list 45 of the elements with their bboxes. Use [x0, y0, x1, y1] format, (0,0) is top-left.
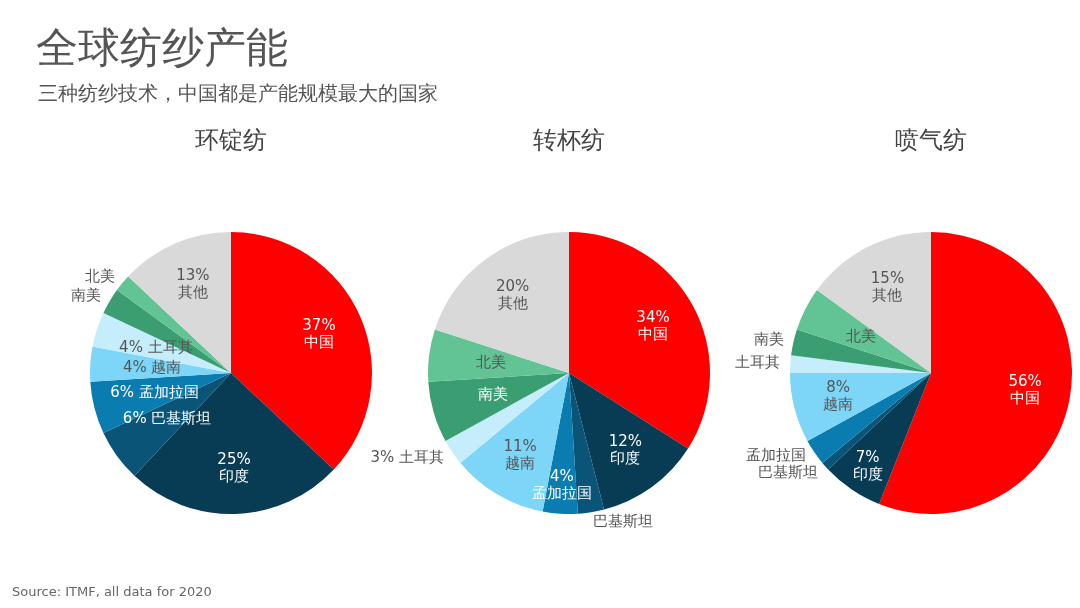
data-label: 20% [495, 276, 530, 295]
data-label: 12% [608, 431, 643, 450]
slice-label: 北美 [475, 352, 506, 371]
chart-title: 环锭纺 [195, 126, 267, 155]
slice-label: 南美 [753, 329, 784, 348]
chart-title: 转杯纺 [533, 126, 605, 155]
slice-label: 孟加拉国 [531, 483, 592, 502]
slice-label: 3% 土耳其 [370, 447, 445, 466]
slice-label: 其他 [872, 285, 903, 304]
data-label: 37% [302, 316, 336, 335]
slice-label: 孟加拉国 [746, 445, 807, 464]
slice-label: 中国 [638, 325, 669, 344]
slice-label: 巴基斯坦 [592, 512, 653, 531]
slice-label: 6% 孟加拉国 [110, 382, 199, 401]
slice-label: 4% 土耳其 [119, 338, 193, 357]
slice-label: 中国 [1010, 389, 1041, 408]
data-label: 56% [1008, 372, 1042, 391]
data-label: 15% [870, 268, 905, 287]
slice-label: 其他 [177, 283, 208, 302]
slice-label: 印度 [610, 448, 641, 467]
chart-title: 喷气纺 [895, 126, 967, 155]
slice-label: 南美 [478, 384, 509, 403]
slice-label: 土耳其 [735, 353, 781, 372]
data-label: 4% [550, 466, 574, 485]
slice-label: 巴基斯坦 [757, 462, 818, 481]
slice-label: 中国 [303, 333, 334, 352]
slice-label: 印度 [219, 467, 250, 486]
data-label: 7% [855, 447, 880, 466]
slice-label: 印度 [852, 464, 883, 483]
data-label: 13% [176, 266, 210, 285]
slice-label: 6% 巴基斯坦 [122, 409, 212, 428]
data-label: 34% [636, 308, 670, 327]
slice-label: 越南 [505, 453, 536, 472]
data-label: 8% [826, 378, 851, 397]
slice-label: 南美 [71, 286, 102, 305]
slice-label: 北美 [845, 327, 876, 346]
text: 三种纺纱技术，中国都是产能规模最大的国家 [38, 80, 438, 107]
slice-label: 越南 [823, 395, 854, 414]
slice-label: 4% 越南 [122, 357, 182, 376]
data-label: 25% [217, 450, 251, 469]
source-note: Source: ITMF, all data for 2020 [12, 584, 212, 599]
slice-label: 北美 [84, 266, 115, 285]
slice-label: 其他 [497, 293, 528, 312]
data-label: 11% [503, 436, 537, 455]
text: 全球纺纱产能 [36, 22, 288, 74]
